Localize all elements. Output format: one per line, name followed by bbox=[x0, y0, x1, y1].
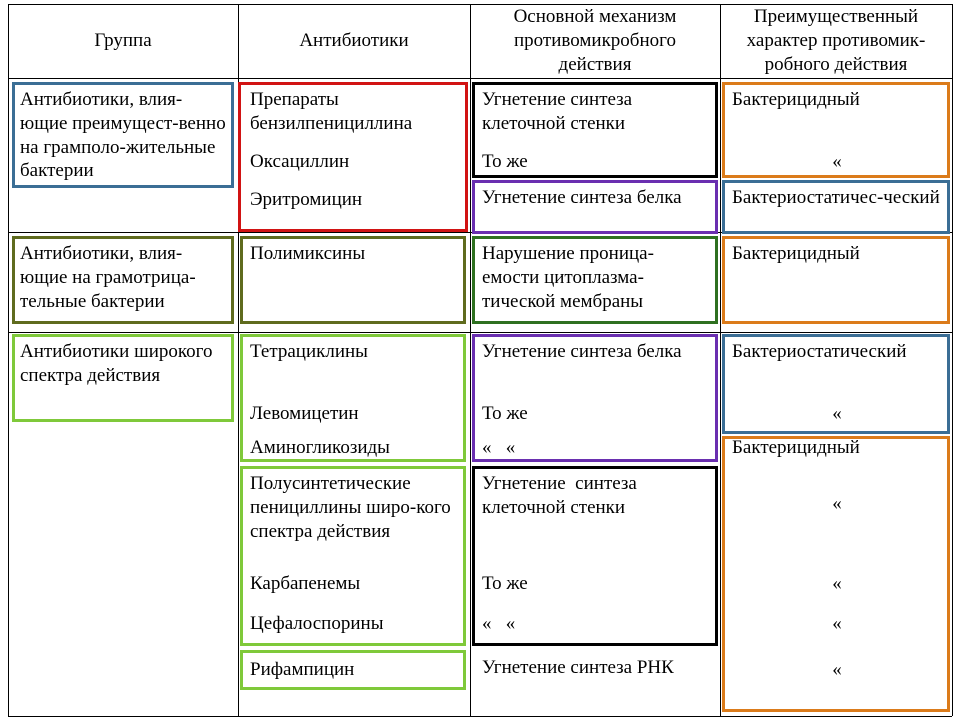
box-group-gramneg bbox=[12, 236, 234, 324]
box-antib-broad-1 bbox=[240, 334, 466, 462]
box-mech-cellwall-1 bbox=[472, 82, 718, 178]
box-mech-protein-1 bbox=[472, 180, 718, 234]
header-character: Преимущественный характер противомик-роб… bbox=[720, 4, 952, 78]
box-char-bacteriostat-2 bbox=[722, 334, 950, 434]
rule-h bbox=[8, 716, 952, 717]
rule-v bbox=[8, 4, 9, 716]
rule-v bbox=[470, 4, 471, 716]
header-antibiotic: Антибиотики bbox=[238, 4, 470, 78]
box-mech-protein-2 bbox=[472, 334, 718, 462]
box-mech-membrane bbox=[472, 236, 718, 324]
box-char-bactericidal-2 bbox=[722, 236, 950, 324]
box-char-bacteriostat-1 bbox=[722, 180, 950, 234]
box-antib-rifampicin bbox=[240, 650, 466, 690]
box-char-bactericidal-1 bbox=[722, 82, 950, 178]
box-antib-broad-2 bbox=[240, 466, 466, 646]
table-canvas: Группа Антибиотики Основной механизм про… bbox=[0, 0, 960, 720]
header-group: Группа bbox=[8, 4, 238, 78]
box-char-bactericidal-3 bbox=[722, 436, 950, 712]
rule-h bbox=[8, 332, 952, 333]
box-antib-penicillins bbox=[238, 82, 468, 232]
rule-v bbox=[952, 4, 953, 716]
rule-v bbox=[720, 4, 721, 716]
cell-mech-rna: Угнетение синтеза РНК bbox=[476, 654, 716, 682]
rule-h bbox=[8, 78, 952, 79]
box-antib-polymyxin bbox=[240, 236, 466, 324]
header-mechanism: Основной механизм противомикробного дейс… bbox=[470, 4, 720, 78]
box-group-broad bbox=[12, 334, 234, 422]
box-group-grampos bbox=[12, 82, 234, 188]
box-mech-cellwall-2 bbox=[472, 466, 718, 646]
